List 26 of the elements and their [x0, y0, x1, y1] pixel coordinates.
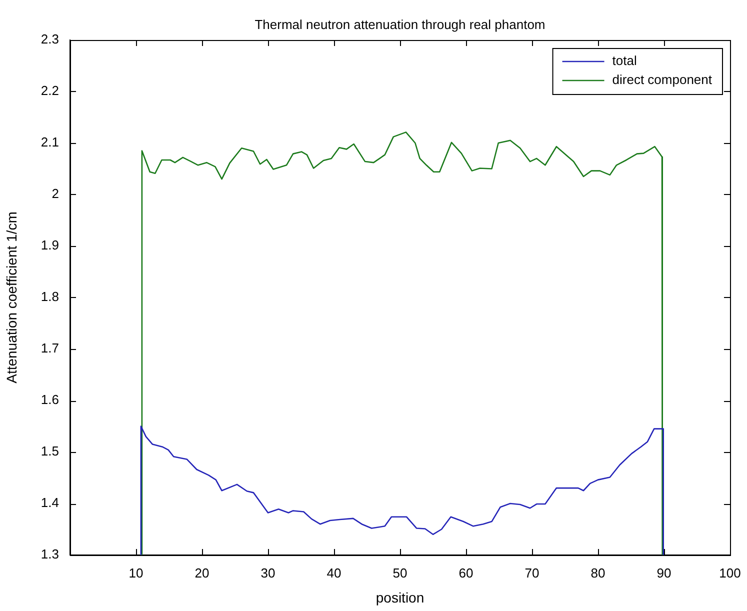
y-tick-label: 1.3 [40, 546, 59, 562]
y-tick-label: 2.1 [40, 134, 59, 150]
y-tick-label: 1.4 [40, 495, 59, 510]
y-tick-label: 1.6 [40, 392, 59, 408]
y-tick-label: 1.9 [40, 238, 59, 253]
x-tick-label: 10 [128, 565, 144, 580]
legend-label: total [612, 53, 637, 68]
x-tick-label: 50 [392, 565, 408, 580]
x-axis-title: position [376, 589, 424, 606]
x-tick-label: 100 [719, 565, 741, 580]
y-tick-label: 1.7 [40, 340, 59, 356]
chart-title: Thermal neutron attenuation through real phantom [254, 17, 546, 32]
y-tick-label: 2.3 [40, 32, 59, 47]
legend-label: direct component [612, 72, 712, 88]
x-tick-label: 70 [524, 565, 540, 580]
x-tick-label: 90 [656, 565, 672, 580]
x-tick-label: 40 [326, 565, 342, 580]
x-tick-label: 80 [590, 565, 606, 580]
x-tick-label: 20 [194, 565, 210, 580]
y-tick-label: 2 [52, 186, 59, 202]
y-axis-title: Attenuation coefficient 1/cm [3, 212, 20, 384]
x-tick-label: 30 [260, 565, 276, 580]
y-tick-label: 1.5 [40, 444, 59, 459]
x-tick-label: 60 [458, 565, 474, 580]
y-tick-label: 1.8 [40, 289, 59, 304]
y-tick-label: 2.2 [40, 83, 59, 98]
